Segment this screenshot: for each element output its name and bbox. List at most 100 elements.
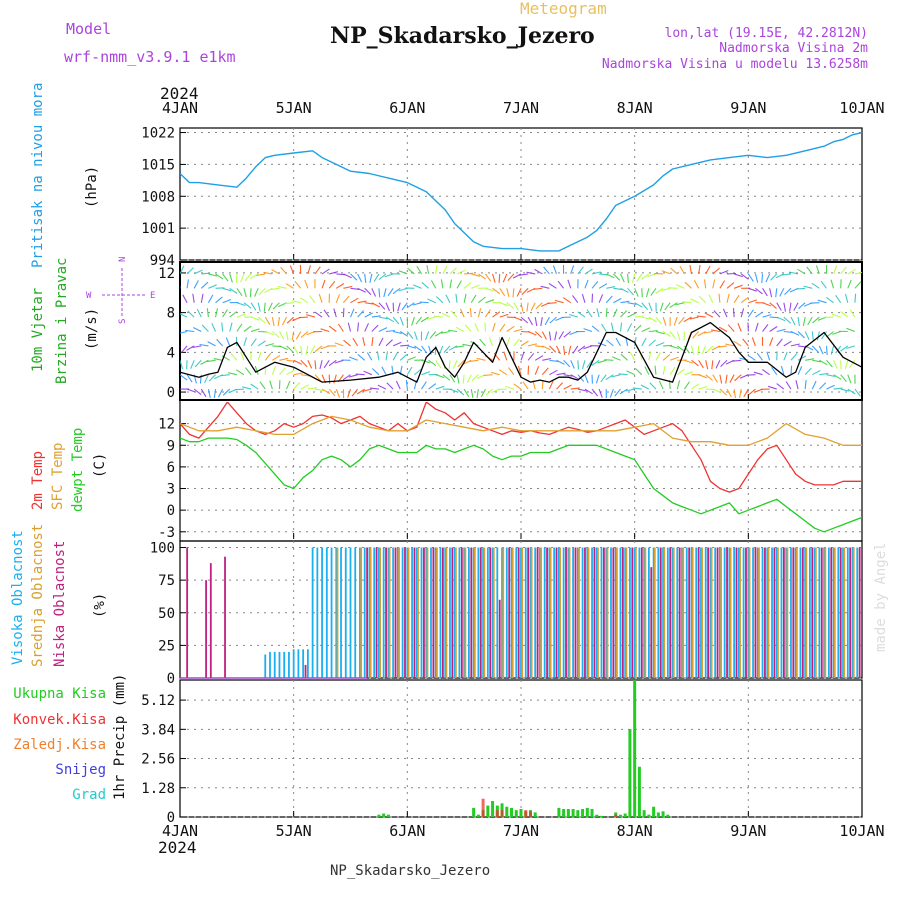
wind-barb <box>684 359 694 364</box>
total-precip-bar <box>600 815 604 817</box>
cloud-unit: (%) <box>92 593 108 618</box>
wind-barb <box>780 365 785 375</box>
total-precip-bar <box>595 814 599 817</box>
wind-barb <box>286 316 295 324</box>
wind-barb <box>785 381 792 390</box>
wind-barb <box>307 387 317 390</box>
station-title: NP_Skadarsko_Jezero <box>330 23 595 49</box>
wind-barb <box>421 281 430 289</box>
wind-barb <box>229 322 233 332</box>
wind-barb <box>640 384 650 390</box>
wind-barb <box>662 316 667 326</box>
wind-barb <box>591 271 601 275</box>
wind-barb <box>847 374 852 384</box>
wind-barb <box>277 317 281 327</box>
wind-barb <box>314 374 322 382</box>
wind-barb <box>648 302 653 312</box>
wind-barb <box>844 360 849 370</box>
wind-barb <box>634 324 642 332</box>
wind-barb <box>835 294 842 304</box>
total-precip-bar <box>377 814 381 817</box>
wind-barb <box>581 360 586 370</box>
precip-legend-grad: Grad <box>72 787 106 803</box>
wind-barb <box>542 357 552 361</box>
wind-barb <box>697 331 706 337</box>
wind-barb <box>497 388 507 391</box>
wind-barb <box>527 352 535 361</box>
total-precip-bar <box>491 801 495 817</box>
wind-barb <box>225 337 231 347</box>
wind-barb <box>196 308 202 318</box>
wind-barb <box>648 339 656 347</box>
wind-barb <box>457 359 465 368</box>
wind-barb <box>849 309 856 318</box>
wind-barb <box>729 374 735 383</box>
wind-barb <box>263 302 266 312</box>
wind-barb <box>257 340 266 347</box>
wind-barb <box>419 301 429 304</box>
wind-ylabel-2: Brzina i Pravac <box>54 258 70 384</box>
convective-precip-bar <box>528 811 532 817</box>
wind-barb <box>586 359 593 369</box>
wind-barb <box>406 302 415 309</box>
y-tick-label: 2.56 <box>141 752 175 768</box>
wind-barb <box>632 387 642 390</box>
wind-barb <box>513 328 523 333</box>
wind-barb <box>648 351 652 361</box>
wind-barb <box>300 297 309 304</box>
wind-barb <box>281 316 288 326</box>
wind-barb <box>826 331 834 338</box>
wind-barb <box>392 316 400 325</box>
wind-barb <box>676 368 685 376</box>
wind-barb <box>424 331 430 341</box>
wind-barb <box>449 267 457 275</box>
wind-barb <box>720 359 728 367</box>
wind-barb <box>289 265 295 275</box>
convective-precip-bar <box>500 810 504 817</box>
wind-barb <box>478 273 487 280</box>
wind-barb <box>527 343 538 347</box>
y-tick-label: 3.84 <box>141 722 175 738</box>
wind-barb <box>641 273 650 280</box>
wind-barb <box>343 285 353 289</box>
wind-barb <box>614 388 621 397</box>
wind-barb <box>644 366 650 375</box>
wind-barb <box>386 382 394 390</box>
wind-barb <box>448 329 458 333</box>
wind-barb <box>584 388 593 395</box>
wind-barb <box>435 374 445 379</box>
wind-barb <box>298 316 308 319</box>
wind-barb <box>520 340 529 347</box>
wind-barb <box>817 299 827 304</box>
wind-barb <box>597 342 607 347</box>
wind-barb <box>456 388 465 396</box>
wind-barb <box>527 330 537 336</box>
y-tick-label: 9 <box>167 438 175 454</box>
wind-barb <box>655 287 664 294</box>
wind-barb <box>668 287 678 289</box>
wind-barb <box>706 345 714 353</box>
convective-precip-bar <box>481 798 485 817</box>
wind-barb <box>556 382 564 390</box>
wind-barb <box>470 388 474 398</box>
wind-barb <box>762 288 768 297</box>
wind-barb <box>412 302 422 306</box>
wind-barb <box>583 328 593 333</box>
wind-barb <box>378 302 386 310</box>
total-precip-bar <box>661 811 665 817</box>
wind-barb <box>790 365 793 375</box>
wind-barb <box>770 273 778 281</box>
wind-barb <box>214 308 219 318</box>
wind-barb <box>343 273 352 279</box>
wind-barb <box>647 273 657 278</box>
wind-barb <box>541 380 544 390</box>
wind-barb <box>797 366 803 375</box>
wind-barb <box>540 317 543 327</box>
wind-barb <box>507 273 515 281</box>
wind-barb <box>485 273 492 282</box>
wind-barb <box>278 331 285 340</box>
wind-barb <box>428 359 437 367</box>
wind-panel-frame <box>179 261 863 401</box>
wind-barb <box>715 360 721 369</box>
wind-barb <box>294 281 302 289</box>
